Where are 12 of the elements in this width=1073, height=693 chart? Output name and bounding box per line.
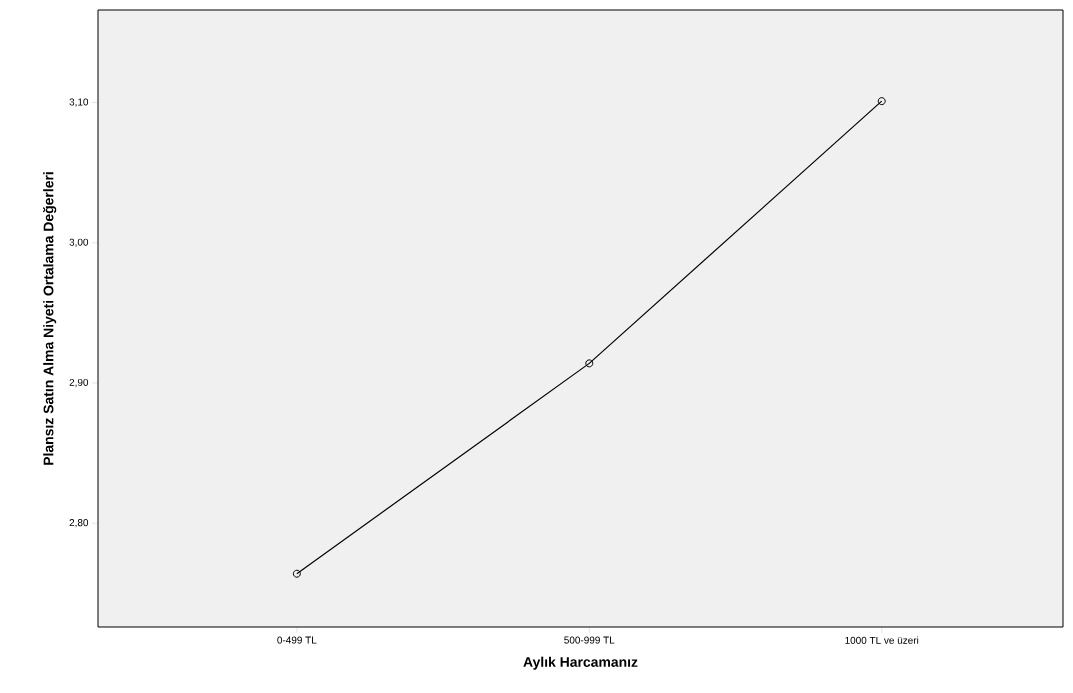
x-tick-label: 500-999 TL	[564, 636, 615, 644]
y-axis-title: Plansız Satın Alma Niyeti Ortalama Değerleri	[43, 172, 57, 465]
point	[585, 359, 594, 368]
x-axis-title: Aylık Harcamanız	[523, 656, 638, 670]
point	[877, 97, 886, 106]
y-tick-label: 2,90	[69, 378, 89, 388]
point	[292, 569, 301, 578]
x-tick-label: 0-499 TL	[277, 636, 317, 644]
y-tick-label: 3,00	[69, 238, 89, 247]
y-tick-label: 3,10	[69, 98, 89, 107]
x-tick-label: 1000 TL ve üzeri	[845, 636, 919, 644]
y-tick-label: 2,80	[69, 519, 89, 528]
